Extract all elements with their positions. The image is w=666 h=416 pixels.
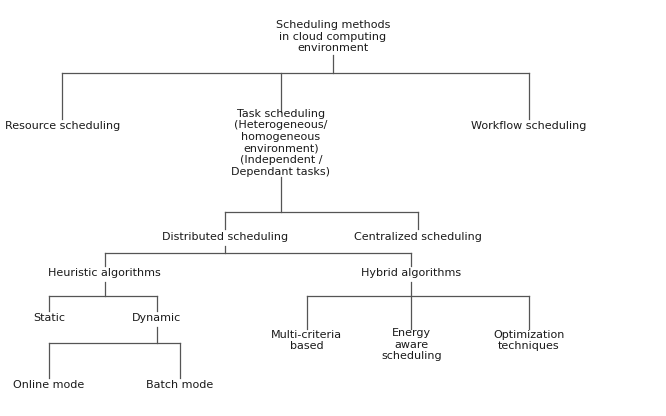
Text: Task scheduling
(Heterogeneous/
homogeneous
environment)
(Independent /
Dependan: Task scheduling (Heterogeneous/ homogene… <box>231 109 330 177</box>
Text: Multi-criteria
based: Multi-criteria based <box>271 330 342 351</box>
Text: Workflow scheduling: Workflow scheduling <box>471 121 587 131</box>
Text: Centralized scheduling: Centralized scheduling <box>354 232 482 242</box>
Text: Hybrid algorithms: Hybrid algorithms <box>361 268 462 278</box>
Text: Online mode: Online mode <box>13 380 85 390</box>
Text: Resource scheduling: Resource scheduling <box>5 121 120 131</box>
Text: Distributed scheduling: Distributed scheduling <box>163 232 288 242</box>
Text: Heuristic algorithms: Heuristic algorithms <box>48 268 161 278</box>
Text: Static: Static <box>33 313 65 323</box>
Text: Scheduling methods
in cloud computing
environment: Scheduling methods in cloud computing en… <box>276 20 390 53</box>
Text: Dynamic: Dynamic <box>132 313 181 323</box>
Text: Optimization
techniques: Optimization techniques <box>493 330 565 351</box>
Text: Batch mode: Batch mode <box>146 380 213 390</box>
Text: Energy
aware
scheduling: Energy aware scheduling <box>381 328 442 361</box>
